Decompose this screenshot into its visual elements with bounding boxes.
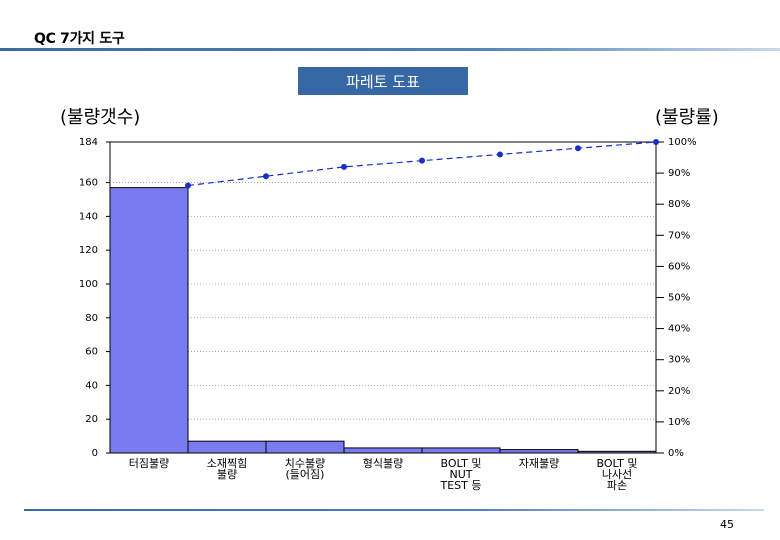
cumulative-point bbox=[419, 157, 425, 164]
bar bbox=[577, 450, 657, 454]
header-title: QC 7가지 도구 bbox=[34, 31, 125, 47]
y2-tick-label: 70% bbox=[668, 230, 690, 241]
category-label: 불량 bbox=[217, 468, 237, 481]
category-label: BOLT 및 bbox=[597, 457, 638, 470]
category-label: BOLT 및 bbox=[441, 457, 482, 470]
bar bbox=[265, 440, 345, 454]
category-label: 치수불량 bbox=[285, 457, 325, 470]
footer-divider bbox=[24, 509, 764, 511]
y2-axis-title: (불량률) bbox=[655, 107, 719, 128]
y2-tick-label: 80% bbox=[668, 199, 690, 210]
y-tick-label: 120 bbox=[79, 245, 98, 256]
bar bbox=[109, 187, 189, 454]
category-label: 소재찍힘 bbox=[207, 457, 247, 470]
category-label: TEST 등 bbox=[440, 479, 482, 492]
cumulative-line bbox=[187, 141, 657, 187]
category-label: 자재불량 bbox=[519, 457, 559, 470]
category-label: 터짐불량 bbox=[129, 457, 169, 470]
y2-tick-label: 40% bbox=[668, 324, 690, 335]
cumulative-point bbox=[575, 145, 581, 152]
category-label: 나사선 bbox=[602, 468, 632, 481]
y2-tick-label: 20% bbox=[668, 386, 690, 397]
y-tick-label: 160 bbox=[79, 178, 98, 189]
category-label: NUT bbox=[450, 468, 473, 481]
y2-tick-label: 30% bbox=[668, 355, 690, 366]
y2-tick-label: 90% bbox=[668, 168, 690, 179]
y-tick-label: 100 bbox=[79, 279, 98, 290]
y-tick-label: 60 bbox=[85, 347, 98, 358]
cumulative-point bbox=[263, 173, 269, 180]
y-tick-label: 20 bbox=[85, 414, 98, 425]
cumulative-point bbox=[185, 182, 191, 189]
chart-title: 파레토 도표 bbox=[298, 67, 468, 95]
category-label: 형식불량 bbox=[363, 457, 403, 470]
y-tick-label: 0 bbox=[92, 448, 98, 459]
bar bbox=[343, 447, 423, 454]
cumulative-point bbox=[341, 163, 347, 170]
y-tick-label: 140 bbox=[79, 211, 98, 222]
y2-tick-label: 10% bbox=[668, 417, 690, 428]
y-tick-label: 80 bbox=[85, 313, 98, 324]
plot-frame bbox=[109, 141, 657, 454]
bar bbox=[187, 440, 267, 454]
bar bbox=[421, 447, 501, 454]
page-number: 45 bbox=[720, 518, 734, 531]
y-axis-title: (불량갯수) bbox=[60, 107, 141, 128]
y-tick-label: 184 bbox=[79, 137, 98, 148]
bar bbox=[499, 449, 579, 454]
y2-tick-label: 50% bbox=[668, 293, 690, 304]
header-divider bbox=[0, 48, 780, 51]
category-label: 파손 bbox=[607, 479, 627, 492]
y-tick-label: 40 bbox=[85, 380, 98, 391]
y2-tick-label: 100% bbox=[668, 137, 697, 148]
cumulative-point bbox=[497, 151, 503, 158]
y2-tick-label: 0% bbox=[668, 448, 684, 459]
cumulative-point bbox=[653, 139, 659, 145]
y2-tick-label: 60% bbox=[668, 261, 690, 272]
category-label: (들어짐) bbox=[286, 468, 325, 481]
